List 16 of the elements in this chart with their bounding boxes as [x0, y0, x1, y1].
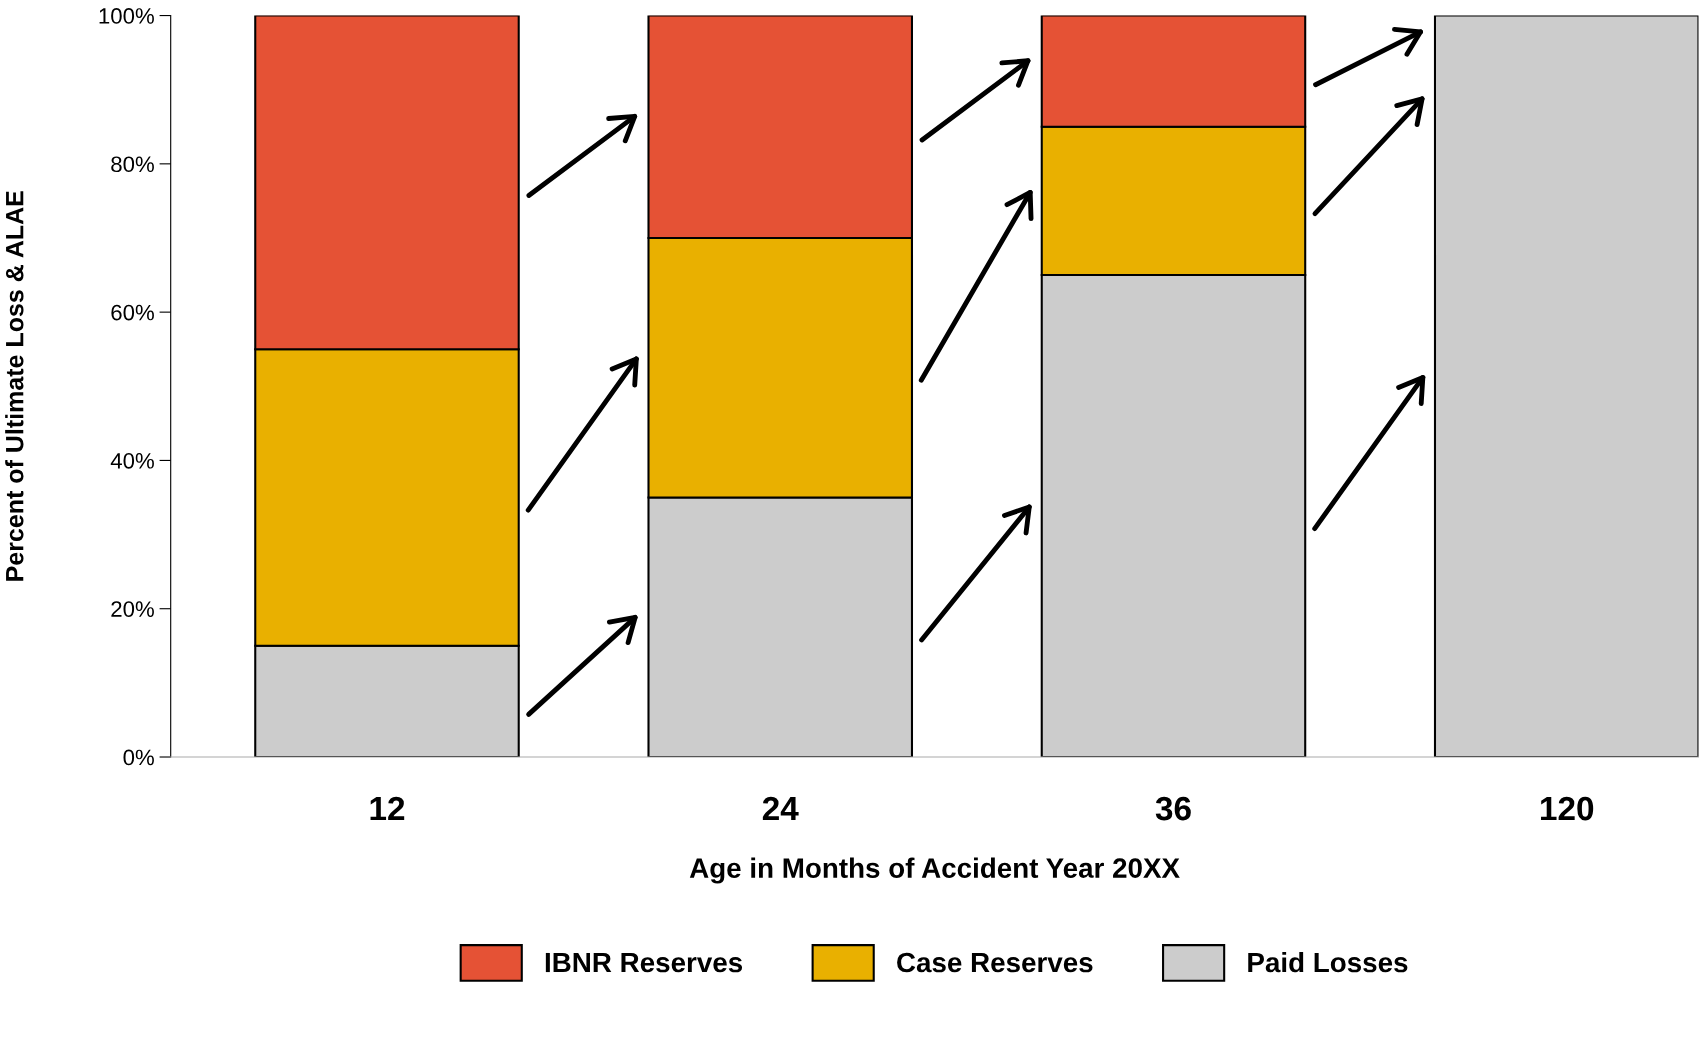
- x-tick-label: 24: [762, 796, 799, 821]
- y-tick-label: 20%: [111, 601, 154, 617]
- x-axis-title: Age in Months of Accident Year 20XX: [689, 857, 1180, 884]
- y-tick-label: 60%: [111, 304, 154, 321]
- y-axis-title: Percent of Ultimate Loss & ALAE: [5, 191, 24, 581]
- legend-label: IBNR Reserves: [545, 952, 743, 973]
- bar: [1433, 15, 1699, 758]
- x-tick-label: 12: [370, 796, 405, 821]
- y-tick-label: 100%: [99, 8, 154, 24]
- y-tick-label: 0%: [123, 749, 154, 766]
- y-tick-label: 40%: [110, 452, 154, 469]
- x-tick-label: 120: [1541, 796, 1594, 821]
- x-tick-label: 36: [1155, 796, 1191, 821]
- legend-label: Paid Losses: [1248, 951, 1408, 973]
- legend-label: Case Reserves: [897, 952, 1093, 973]
- y-tick-label: 80%: [111, 156, 154, 173]
